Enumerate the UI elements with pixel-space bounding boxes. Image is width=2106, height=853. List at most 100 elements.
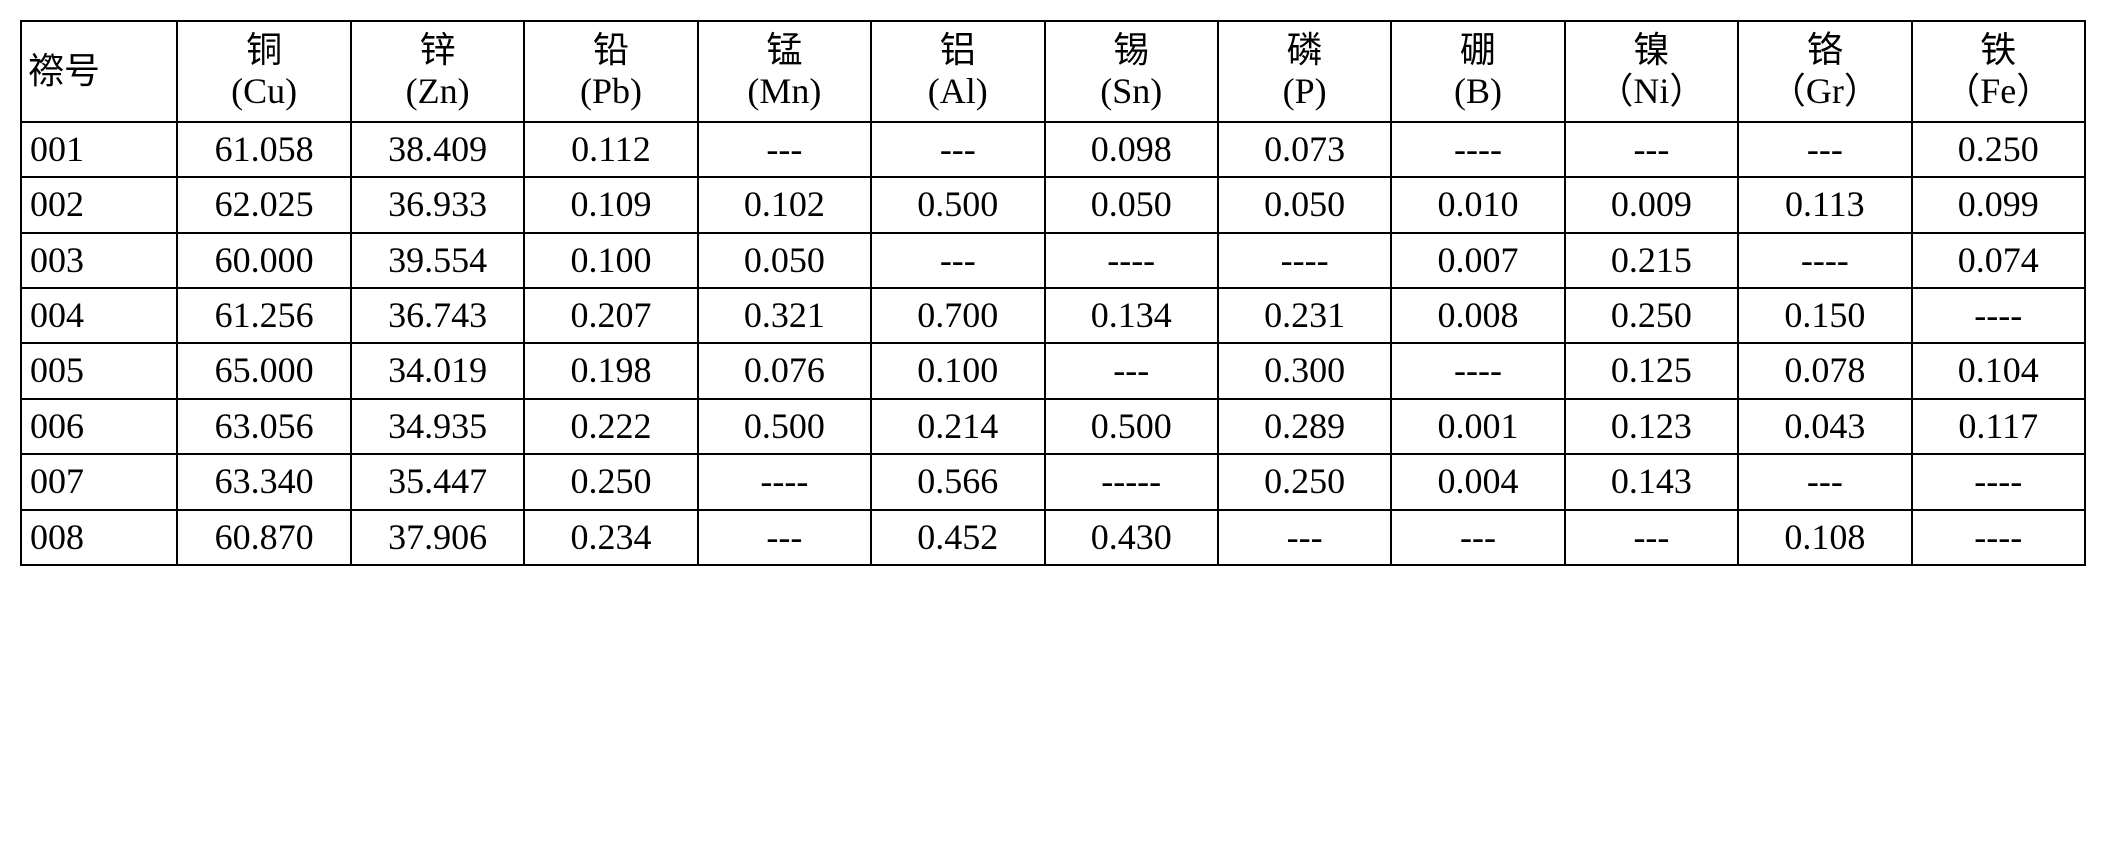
- cell: -----: [1045, 454, 1218, 509]
- col-header-sn: 锡 (Sn): [1045, 21, 1218, 122]
- col-header-cn: 硼: [1396, 30, 1559, 71]
- cell: 0.500: [1045, 399, 1218, 454]
- col-header-cn: 铅: [529, 30, 692, 71]
- cell: 63.340: [177, 454, 350, 509]
- cell: 0.123: [1565, 399, 1738, 454]
- cell: 0.108: [1738, 510, 1911, 565]
- cell: 36.933: [351, 177, 524, 232]
- id-column-header: 䄞号: [21, 21, 177, 122]
- cell: 0.010: [1391, 177, 1564, 232]
- cell: 0.214: [871, 399, 1044, 454]
- col-header-cn: 铁: [1917, 30, 2080, 71]
- cell: 0.700: [871, 288, 1044, 343]
- col-header-sym: (Cu): [182, 71, 345, 112]
- id-header-label: 䄞号: [28, 51, 100, 91]
- table-row: 004 61.256 36.743 0.207 0.321 0.700 0.13…: [21, 288, 2085, 343]
- table-row: 002 62.025 36.933 0.109 0.102 0.500 0.05…: [21, 177, 2085, 232]
- cell: 0.250: [1565, 288, 1738, 343]
- table-header-row: 䄞号 铜 (Cu) 锌 (Zn) 铅 (Pb) 锰 (Mn) 铝 (Al): [21, 21, 2085, 122]
- cell: 0.500: [871, 177, 1044, 232]
- col-header-cn: 铝: [876, 30, 1039, 71]
- cell: ---: [698, 510, 871, 565]
- row-id: 002: [21, 177, 177, 232]
- cell: ----: [1391, 122, 1564, 177]
- cell: 0.198: [524, 343, 697, 398]
- cell: 0.008: [1391, 288, 1564, 343]
- cell: 0.043: [1738, 399, 1911, 454]
- table-row: 008 60.870 37.906 0.234 --- 0.452 0.430 …: [21, 510, 2085, 565]
- cell: 0.289: [1218, 399, 1391, 454]
- cell: ----: [1218, 233, 1391, 288]
- cell: 62.025: [177, 177, 350, 232]
- cell: 0.207: [524, 288, 697, 343]
- cell: 0.104: [1912, 343, 2085, 398]
- cell: 0.078: [1738, 343, 1911, 398]
- cell: 0.250: [1912, 122, 2085, 177]
- cell: ---: [871, 233, 1044, 288]
- cell: ---: [1738, 122, 1911, 177]
- cell: ----: [1738, 233, 1911, 288]
- cell: 39.554: [351, 233, 524, 288]
- cell: 0.100: [871, 343, 1044, 398]
- col-header-sym: (Mn): [703, 71, 866, 112]
- cell: 0.430: [1045, 510, 1218, 565]
- cell: 0.215: [1565, 233, 1738, 288]
- cell: 35.447: [351, 454, 524, 509]
- col-header-p: 磷 (P): [1218, 21, 1391, 122]
- composition-table: 䄞号 铜 (Cu) 锌 (Zn) 铅 (Pb) 锰 (Mn) 铝 (Al): [20, 20, 2086, 566]
- col-header-sym: （Gr）: [1743, 71, 1906, 112]
- cell: 61.058: [177, 122, 350, 177]
- col-header-cu: 铜 (Cu): [177, 21, 350, 122]
- cell: 0.300: [1218, 343, 1391, 398]
- col-header-fe: 铁 （Fe）: [1912, 21, 2085, 122]
- cell: 0.222: [524, 399, 697, 454]
- table-row: 003 60.000 39.554 0.100 0.050 --- ---- -…: [21, 233, 2085, 288]
- cell: ----: [1912, 510, 2085, 565]
- col-header-ni: 镍 （Ni）: [1565, 21, 1738, 122]
- cell: 0.500: [698, 399, 871, 454]
- cell: 0.150: [1738, 288, 1911, 343]
- cell: 0.113: [1738, 177, 1911, 232]
- cell: 0.076: [698, 343, 871, 398]
- cell: 0.050: [698, 233, 871, 288]
- row-id: 003: [21, 233, 177, 288]
- cell: 34.019: [351, 343, 524, 398]
- col-header-cn: 锡: [1050, 30, 1213, 71]
- col-header-b: 硼 (B): [1391, 21, 1564, 122]
- cell: 36.743: [351, 288, 524, 343]
- cell: 0.007: [1391, 233, 1564, 288]
- col-header-cn: 镍: [1570, 30, 1733, 71]
- cell: 0.102: [698, 177, 871, 232]
- cell: 0.073: [1218, 122, 1391, 177]
- col-header-mn: 锰 (Mn): [698, 21, 871, 122]
- row-id: 007: [21, 454, 177, 509]
- col-header-al: 铝 (Al): [871, 21, 1044, 122]
- col-header-cn: 铜: [182, 30, 345, 71]
- cell: 0.050: [1045, 177, 1218, 232]
- col-header-sym: (B): [1396, 71, 1559, 112]
- cell: 0.452: [871, 510, 1044, 565]
- cell: 0.321: [698, 288, 871, 343]
- table-row: 006 63.056 34.935 0.222 0.500 0.214 0.50…: [21, 399, 2085, 454]
- cell: ----: [1045, 233, 1218, 288]
- cell: ----: [698, 454, 871, 509]
- cell: ----: [1912, 454, 2085, 509]
- row-id: 008: [21, 510, 177, 565]
- col-header-sym: （Fe）: [1917, 71, 2080, 112]
- cell: 60.000: [177, 233, 350, 288]
- col-header-zn: 锌 (Zn): [351, 21, 524, 122]
- row-id: 001: [21, 122, 177, 177]
- cell: 0.001: [1391, 399, 1564, 454]
- cell: 0.009: [1565, 177, 1738, 232]
- cell: ----: [1391, 343, 1564, 398]
- col-header-sym: (Al): [876, 71, 1039, 112]
- cell: 0.050: [1218, 177, 1391, 232]
- cell: 0.004: [1391, 454, 1564, 509]
- cell: ---: [1218, 510, 1391, 565]
- col-header-gr: 铬 （Gr）: [1738, 21, 1911, 122]
- cell: 0.074: [1912, 233, 2085, 288]
- cell: 0.125: [1565, 343, 1738, 398]
- cell: 37.906: [351, 510, 524, 565]
- cell: 34.935: [351, 399, 524, 454]
- row-id: 004: [21, 288, 177, 343]
